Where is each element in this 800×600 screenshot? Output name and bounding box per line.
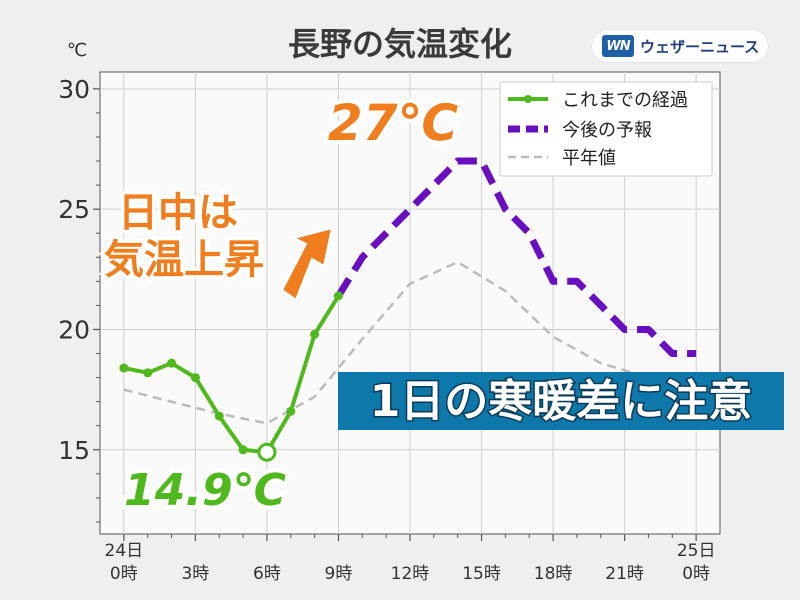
series-forecast	[335, 157, 697, 357]
observed-min-point	[257, 442, 277, 462]
x-tick-label-hour: 15時	[462, 564, 501, 584]
legend-label-normal: 平年値	[562, 148, 616, 169]
legend-marker-observed	[524, 95, 532, 103]
x-tick-label-hour: 18時	[534, 564, 573, 584]
observed-point	[286, 406, 296, 416]
observed-point	[143, 368, 153, 378]
chart-title: 長野の気温変化	[288, 25, 512, 63]
x-tick-label-day: 25日	[677, 541, 716, 561]
observed-point	[119, 363, 129, 373]
x-tick-label-hour: 12時	[391, 564, 430, 584]
weathernews-logo-icon: WN	[602, 35, 634, 57]
y-tick-label: 15	[58, 436, 90, 465]
max-temp-label: 27℃	[328, 94, 459, 152]
brand-name: ウェザーニュース	[640, 37, 760, 56]
x-tick-label-hour: 9時	[325, 564, 353, 584]
caution-banner: 1日の寒暖差に注意	[338, 372, 784, 430]
legend: これまでの経過 今後の予報 平年値	[499, 81, 713, 177]
forecast-line	[335, 157, 697, 357]
y-tick-label: 20	[58, 315, 90, 344]
observed-line	[123, 294, 341, 455]
minor-ticks	[96, 112, 673, 538]
legend-label-forecast: 今後の予報	[562, 120, 652, 141]
observed-point	[310, 329, 320, 339]
x-tick-labels: 24日 0時 3時 6時 9時 12時 15時 18時 21時 25日 0時	[105, 541, 716, 584]
x-tick-label-hour: 21時	[605, 564, 644, 584]
y-tick-label: 30	[58, 75, 90, 104]
observed-point	[214, 411, 224, 421]
x-tick-label-hour: 6時	[253, 564, 281, 584]
caution-banner-text: 1日の寒暖差に注意	[370, 376, 753, 427]
rise-label-line1: 日中は	[118, 190, 238, 236]
brand-logo: WN ウェザーニュース	[592, 30, 768, 62]
rise-label-line2: 気温上昇	[104, 237, 264, 283]
y-tick-label: 25	[58, 195, 90, 224]
observed-point	[167, 358, 177, 368]
min-temp-label: 14.9℃	[124, 465, 286, 516]
observed-point	[333, 291, 343, 301]
y-axis-unit: ℃	[67, 40, 87, 61]
y-tick-labels: 15 20 25 30	[58, 75, 90, 465]
x-tick-label-hour: 0時	[110, 564, 138, 584]
rise-arrow-icon	[280, 226, 334, 302]
legend-label-observed: これまでの経過	[562, 90, 688, 111]
observed-point	[190, 373, 200, 383]
observed-point	[238, 445, 248, 455]
x-tick-label-hour: 3時	[181, 564, 209, 584]
series-observed	[119, 291, 343, 462]
x-tick-label-hour: 0時	[682, 564, 710, 584]
x-tick-label-day: 24日	[105, 541, 144, 561]
